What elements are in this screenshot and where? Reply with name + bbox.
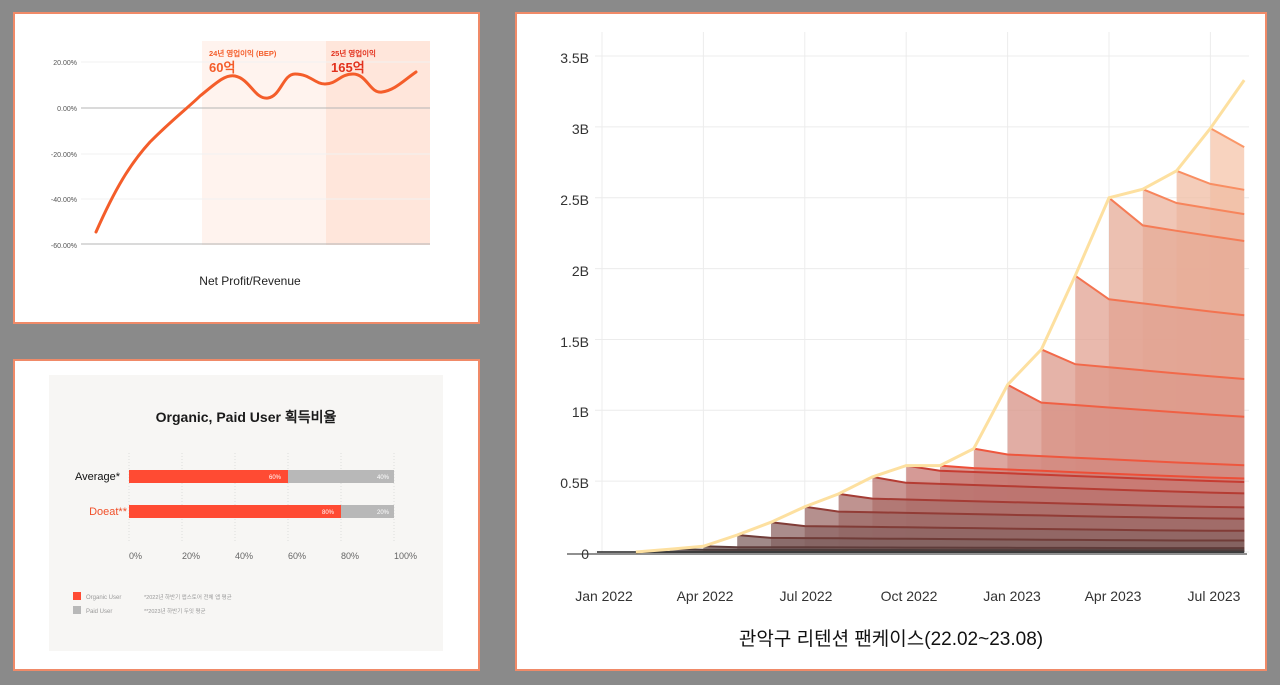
y-tick: 1B	[572, 404, 589, 420]
y-tick: 3B	[572, 121, 589, 137]
y-tick: 2B	[572, 263, 589, 279]
x-tick: Jul 2023	[1188, 588, 1241, 604]
chart-title: Organic, Paid User 획득비율	[156, 409, 337, 425]
bar-value: 60%	[269, 475, 282, 481]
x-tick: 100%	[394, 551, 417, 561]
profit-line	[94, 70, 418, 234]
retention-pancake-chart-card: 3.5B 3B 2.5B 2B 1.5B 1B 0.5B 0 Jan 2022 …	[515, 12, 1267, 671]
chart-panel: Organic, Paid User 획득비율 Average* 60% 40%…	[49, 375, 443, 651]
footnote: *2022년 하반기 앱스토어 전체 앱 평균	[144, 593, 232, 601]
cohort-layers	[635, 127, 1245, 553]
legend-swatch-paid	[73, 606, 81, 614]
cohort-line	[1040, 348, 1245, 380]
y-tick: 0.00%	[57, 106, 77, 113]
net-profit-chart-card: 20.00% 0.00% -20.00% -40.00% -60.00% 24년…	[13, 12, 480, 324]
x-tick: Apr 2022	[677, 588, 734, 604]
y-tick: 3.5B	[560, 50, 589, 66]
cohort-line	[703, 545, 1245, 550]
y-tick: 0.5B	[560, 475, 589, 491]
cohort-line	[1007, 383, 1245, 418]
cohort-line	[939, 464, 1245, 480]
x-tick: Jul 2022	[780, 588, 833, 604]
cohort-line	[906, 464, 1245, 483]
x-tick: 0%	[129, 551, 142, 561]
bar-paid-doeat	[341, 505, 394, 518]
cohort-line	[770, 521, 1245, 532]
retention-pancake-chart: 3.5B 3B 2.5B 2B 1.5B 1B 0.5B 0 Jan 2022 …	[560, 32, 1249, 650]
x-tick: 40%	[235, 551, 253, 561]
annotation-value-bep: 60억	[209, 60, 235, 75]
y-tick: 1.5B	[560, 334, 589, 350]
cohort-line	[669, 548, 1245, 552]
annotation-value-profit: 165억	[331, 60, 365, 75]
x-tick: Jan 2023	[983, 588, 1041, 604]
legend-label-organic: Organic User	[86, 595, 121, 601]
row-label-doeat: Doeat**	[89, 506, 128, 518]
y-tick: -20.00%	[51, 152, 77, 159]
bar-value: 40%	[377, 475, 390, 481]
cohort-line	[1108, 197, 1245, 242]
bar-organic-doeat	[129, 505, 341, 518]
legend-label-paid: Paid User	[86, 609, 112, 615]
y-tick: 20.00%	[53, 60, 77, 67]
x-tick: Jan 2022	[575, 588, 633, 604]
y-tick: 0	[581, 546, 589, 562]
bar-paid-average	[288, 470, 394, 483]
annotation-label-profit: 25년 영업이익	[331, 48, 376, 58]
y-tick: 2.5B	[560, 192, 589, 208]
total-envelope	[597, 79, 1246, 554]
cohort-line	[1209, 127, 1245, 148]
x-tick: 60%	[288, 551, 306, 561]
x-tick: Oct 2022	[881, 588, 938, 604]
bar-value: 20%	[377, 510, 390, 516]
total-line	[635, 79, 1246, 554]
y-tick: -60.00%	[51, 243, 77, 250]
bar-organic-average	[129, 470, 288, 483]
cohort-line	[872, 475, 1245, 495]
bar-value: 80%	[322, 510, 335, 516]
user-acquisition-chart: Organic, Paid User 획득비율 Average* 60% 40%…	[73, 409, 417, 615]
annotation-label-bep: 24년 영업이익 (BEP)	[209, 48, 277, 58]
net-profit-chart: 20.00% 0.00% -20.00% -40.00% -60.00% 24년…	[51, 41, 430, 288]
cohort-line	[1176, 169, 1245, 191]
chart-title: Net Profit/Revenue	[199, 274, 301, 288]
x-tick: 80%	[341, 551, 359, 561]
cohort-line	[804, 505, 1245, 520]
chart-title: 관악구 리텐션 팬케이스(22.02~23.08)	[739, 628, 1043, 650]
legend-swatch-organic	[73, 592, 81, 600]
y-tick: -40.00%	[51, 197, 77, 204]
cohort-line	[1074, 274, 1245, 317]
x-tick: Apr 2023	[1085, 588, 1142, 604]
cohort-line	[737, 534, 1245, 542]
cohort-line	[1142, 188, 1245, 216]
x-tick: 20%	[182, 551, 200, 561]
user-acquisition-chart-card: Organic, Paid User 획득비율 Average* 60% 40%…	[13, 359, 480, 671]
row-label-average: Average*	[75, 471, 121, 483]
footnote: **2023년 하반기 두잇 평균	[144, 607, 206, 615]
cohort-line	[838, 492, 1245, 509]
cohort-line	[973, 447, 1245, 467]
